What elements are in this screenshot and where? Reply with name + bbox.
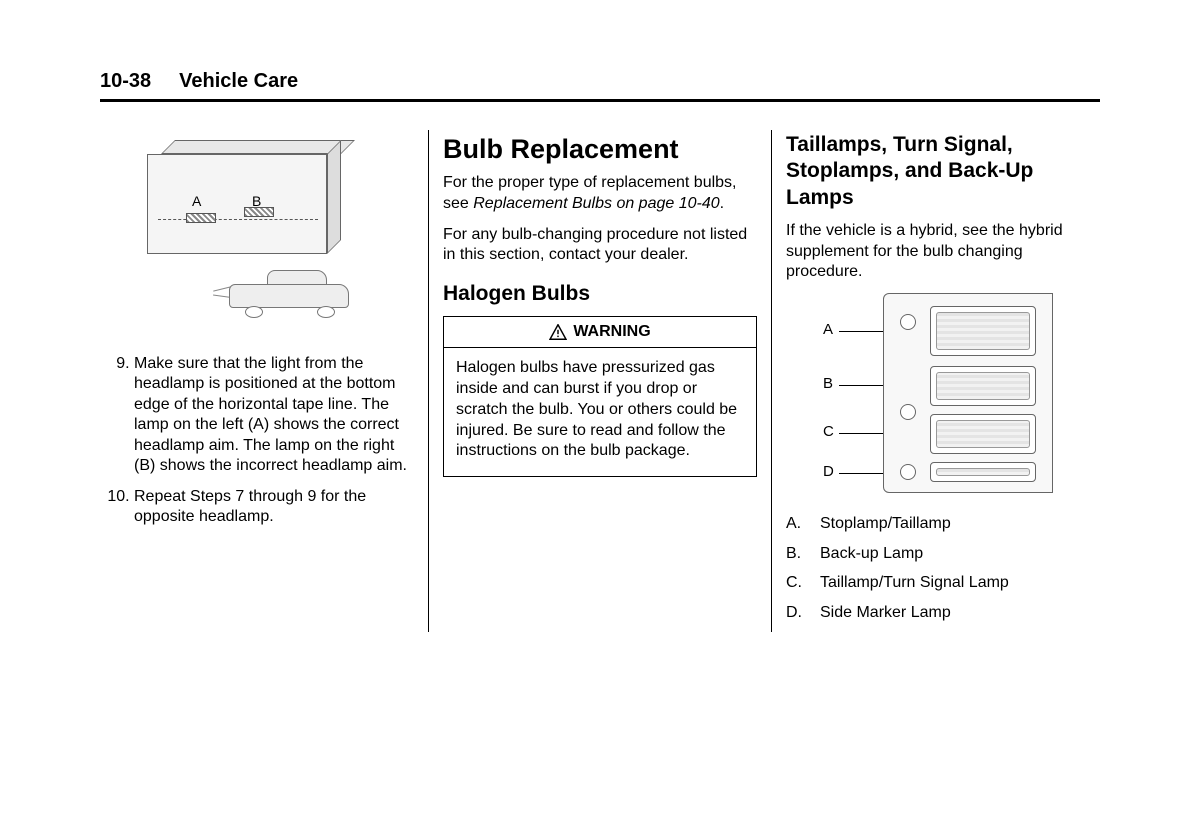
figure2-label-b: B <box>823 375 833 392</box>
warning-header: WARNING <box>444 317 756 348</box>
figure-taillamp: A B C D <box>823 293 1063 503</box>
figure2-label-d: D <box>823 463 834 480</box>
warning-icon <box>549 324 567 340</box>
warning-body: Halogen bulbs have pressurized gas insid… <box>444 348 756 476</box>
figure2-label-c: C <box>823 423 834 440</box>
legend-text-d: Side Marker Lamp <box>820 602 951 624</box>
bulb-replacement-p2: For any bulb-changing procedure not list… <box>443 225 757 267</box>
column-2: Bulb Replacement For the proper type of … <box>428 130 771 632</box>
taillamps-p1: If the vehicle is a hybrid, see the hybr… <box>786 221 1100 283</box>
section-title: Vehicle Care <box>179 70 298 93</box>
legend-row-c: C. Taillamp/Turn Signal Lamp <box>786 572 1100 594</box>
legend-row-a: A. Stoplamp/Taillamp <box>786 513 1100 535</box>
page-header: 10-38 Vehicle Care <box>100 70 1100 93</box>
figure2-label-a: A <box>823 321 833 338</box>
column-3: Taillamps, Turn Signal, Stoplamps, and B… <box>771 130 1100 632</box>
page-number: 10-38 <box>100 70 151 93</box>
figure-headlamp-aim: A B <box>127 130 387 330</box>
legend-text-c: Taillamp/Turn Signal Lamp <box>820 572 1009 594</box>
heading-bulb-replacement: Bulb Replacement <box>443 134 757 165</box>
legend-text-b: Back-up Lamp <box>820 543 923 565</box>
legend-key-a: A. <box>786 513 806 535</box>
legend-key-b: B. <box>786 543 806 565</box>
p1-italic-ref: Replacement Bulbs on page 10-40 <box>473 195 719 212</box>
p1c: . <box>720 195 724 212</box>
step-9: Make sure that the light from the headla… <box>134 354 414 477</box>
heading-taillamps: Taillamps, Turn Signal, Stoplamps, and B… <box>786 132 1100 211</box>
legend-key-c: C. <box>786 572 806 594</box>
legend-key-d: D. <box>786 602 806 624</box>
header-rule <box>100 99 1100 102</box>
step-10: Repeat Steps 7 through 9 for the opposit… <box>134 487 414 528</box>
legend-row-d: D. Side Marker Lamp <box>786 602 1100 624</box>
taillamp-legend: A. Stoplamp/Taillamp B. Back-up Lamp C. Tai… <box>786 513 1100 623</box>
column-1: A B Make sure that the <box>100 130 428 632</box>
legend-text-a: Stoplamp/Taillamp <box>820 513 951 535</box>
warning-box: WARNING Halogen bulbs have pressurized g… <box>443 316 757 477</box>
step-list: Make sure that the light from the headla… <box>100 354 414 528</box>
warning-label: WARNING <box>573 323 650 341</box>
figure1-label-a: A <box>192 193 201 209</box>
bulb-replacement-p1: For the proper type of replacement bulbs… <box>443 173 757 215</box>
legend-row-b: B. Back-up Lamp <box>786 543 1100 565</box>
heading-halogen-bulbs: Halogen Bulbs <box>443 282 757 306</box>
